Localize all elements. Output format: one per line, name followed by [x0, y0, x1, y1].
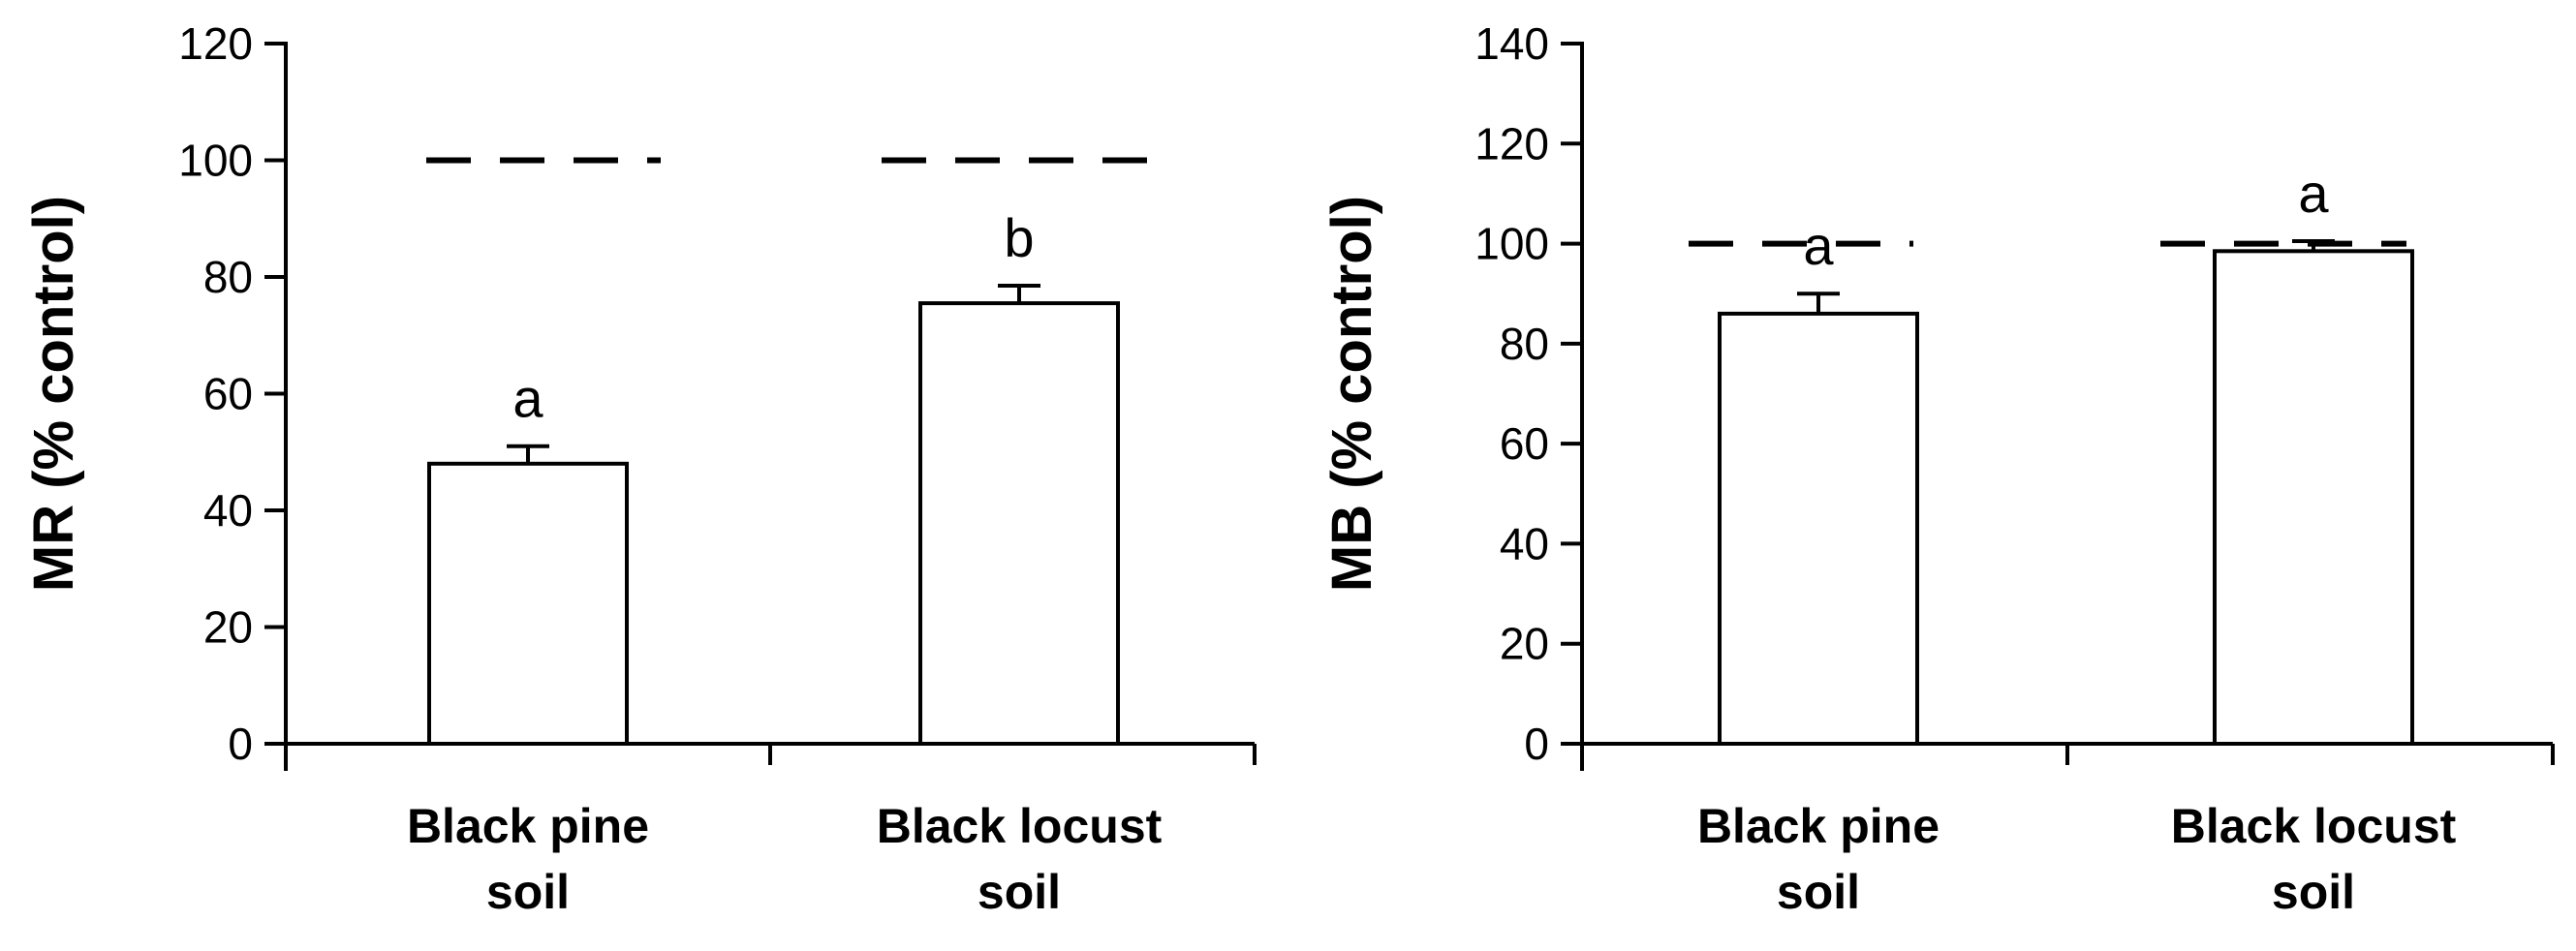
y-tick-label: 40	[203, 485, 253, 536]
x-category-label: Black locust	[2171, 799, 2457, 853]
x-category-label: soil	[978, 865, 1061, 919]
y-tick-label: 80	[203, 252, 253, 302]
y-tick-label: 100	[178, 136, 253, 186]
bar	[918, 301, 1120, 746]
y-tick-label: 60	[203, 369, 253, 419]
y-tick-label: 120	[1474, 118, 1549, 169]
significance-label: b	[1004, 207, 1034, 268]
y-tick-label: 140	[1474, 18, 1549, 69]
x-category-label: soil	[2272, 865, 2355, 919]
significance-label: a	[2298, 163, 2329, 224]
chart-panel-mb: 0 20 40 60 80 100 120 140 a Black pine soil a Black …	[1320, 18, 2555, 919]
chart-panel-mr: 0 20 40 60 80 100 120 a Black pine soil b Black loc…	[22, 18, 1257, 919]
x-category-label: Black pine	[1697, 799, 1940, 853]
y-tick-label: 0	[228, 719, 253, 769]
y-tick-label: 20	[1500, 619, 1549, 669]
x-category-label: Black locust	[877, 799, 1163, 853]
bar	[1718, 311, 1919, 746]
y-tick-label: 40	[1500, 518, 1549, 568]
y-tick-label: 120	[178, 18, 253, 69]
x-category-label: soil	[486, 865, 570, 919]
y-tick-label: 100	[1474, 219, 1549, 269]
y-tick-label: 80	[1500, 319, 1549, 369]
bar	[2213, 249, 2414, 746]
y-axis-title: MB (% control)	[1320, 196, 1383, 592]
y-tick-label: 60	[1500, 418, 1549, 469]
y-axis-title: MR (% control)	[22, 196, 85, 592]
y-tick-label: 0	[1524, 719, 1549, 769]
significance-label: a	[512, 368, 543, 429]
bar	[427, 461, 629, 746]
significance-label: a	[1803, 215, 1834, 276]
y-tick-label: 20	[203, 602, 253, 653]
x-category-label: soil	[1777, 865, 1860, 919]
x-category-label: Black pine	[407, 799, 649, 853]
